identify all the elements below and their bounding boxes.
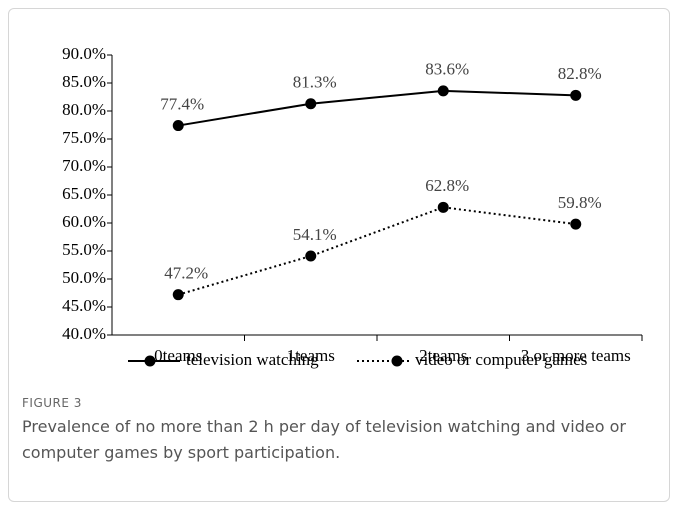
y-tick-label: 45.0% [62,296,106,315]
data-point [437,201,449,213]
y-tick-label: 85.0% [62,72,106,91]
legend-marker [391,355,403,367]
data-point [172,289,184,301]
data-label: 47.2% [164,264,208,283]
x-tick-label: 1teams [287,346,335,365]
data-point [305,250,317,262]
data-label: 77.4% [160,94,204,113]
x-tick-label: 2teams [419,346,467,365]
legend-marker [144,355,156,367]
y-tick-label: 90.0% [62,44,106,63]
data-point [437,85,449,97]
data-point [305,98,317,110]
figure-caption: Prevalence of no more than 2 h per day o… [22,417,626,462]
legend-label: television watching [186,350,319,369]
legend-label: video or computer games [415,350,587,369]
y-tick-label: 75.0% [62,128,106,147]
data-label: 83.6% [425,60,469,79]
y-tick-label: 70.0% [62,156,106,175]
data-label: 54.1% [293,225,337,244]
y-tick-label: 40.0% [62,324,106,343]
y-tick-label: 80.0% [62,100,106,119]
data-label: 59.8% [558,193,602,212]
chart: 40.0% 45.0% 50.0% 55.0% 60.0% 65.0% 70.0% 75.0%… [62,44,643,369]
data-point [570,218,582,230]
y-tick-label: 65.0% [62,184,106,203]
series-line [178,89,576,127]
data-label: 62.8% [425,176,469,195]
data-point [172,120,184,132]
figure-card [8,8,670,502]
x-tick-label: 3 or more teams [521,346,631,365]
y-tick-label: 55.0% [62,240,106,259]
y-tick-label: 60.0% [62,212,106,231]
series-line [177,206,576,296]
y-tick-label: 50.0% [62,268,106,287]
data-label: 82.8% [558,64,602,83]
data-label: 81.3% [293,73,337,92]
figure-label: FIGURE 3 [22,396,82,410]
data-point [570,89,582,101]
